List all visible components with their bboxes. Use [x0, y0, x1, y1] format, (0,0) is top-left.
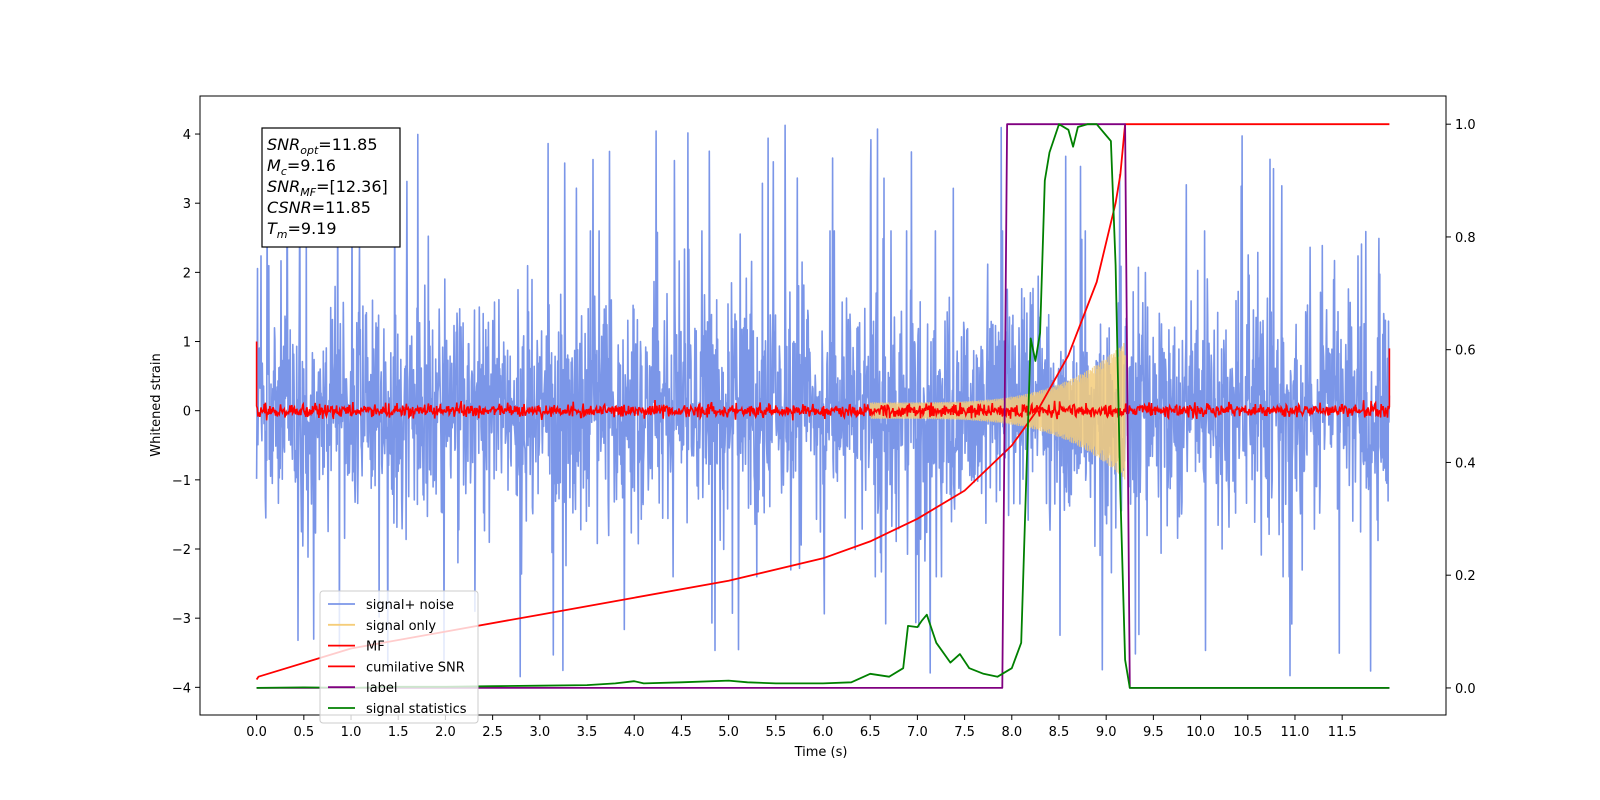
y-tick-label: 1	[183, 336, 191, 351]
x-tick-label: 10.0	[1186, 725, 1215, 740]
x-tick-label: 0.5	[293, 725, 314, 740]
series-signal-noise	[255, 124, 1391, 678]
x-tick-label: 8.0	[1001, 725, 1022, 740]
x-tick-label: 3.0	[529, 725, 550, 740]
y2-tick-label: 0.4	[1455, 456, 1476, 471]
x-tick-label: 3.5	[577, 725, 598, 740]
x-tick-label: 11.0	[1280, 725, 1309, 740]
y2-tick-label: 0.0	[1455, 682, 1476, 697]
legend-label: cumilative SNR	[366, 660, 465, 675]
x-axis-label: Time (s)	[794, 745, 848, 760]
y-tick-label: −4	[172, 681, 191, 696]
y-tick-label: −2	[172, 543, 191, 558]
series-signal-statistics	[256, 123, 1390, 689]
legend-label: label	[366, 681, 397, 696]
x-tick-label: 0.0	[246, 725, 267, 740]
y2-tick-label: 0.6	[1455, 344, 1476, 359]
x-tick-label: 1.0	[341, 725, 362, 740]
y2-tick-label: 0.2	[1455, 569, 1476, 584]
series-mf	[255, 341, 1391, 421]
annotation-box: SNRopt=11.85Mc=9.16SNRMF=[12.36]CSNR=11.…	[261, 127, 401, 248]
legend-label: signal statistics	[366, 702, 467, 717]
x-tick-label: 4.5	[671, 725, 692, 740]
x-tick-label: 6.5	[860, 725, 881, 740]
y-tick-label: 2	[183, 266, 191, 281]
x-tick-label: 6.0	[813, 725, 834, 740]
legend-label: MF	[366, 640, 385, 655]
y2-tick-label: 0.8	[1455, 231, 1476, 246]
y-tick-label: −3	[172, 612, 191, 627]
legend-label: signal only	[366, 619, 436, 634]
annotation-frame	[261, 127, 401, 248]
x-tick-label: 4.0	[624, 725, 645, 740]
x-tick-label: 2.0	[435, 725, 456, 740]
x-tick-label: 1.5	[388, 725, 409, 740]
y-tick-label: 3	[183, 197, 191, 212]
legend-frame	[319, 590, 479, 724]
x-tick-label: 5.0	[718, 725, 739, 740]
y-tick-label: 4	[183, 128, 191, 143]
annotation-line: CSNR=11.85	[267, 198, 371, 217]
x-tick-label: 8.5	[1049, 725, 1070, 740]
x-tick-label: 5.5	[765, 725, 786, 740]
legend-label: signal+ noise	[366, 598, 454, 613]
annotation-line: Tm=9.19	[267, 219, 337, 241]
x-tick-label: 2.5	[482, 725, 503, 740]
y-tick-label: 0	[183, 405, 191, 420]
x-tick-label: 9.5	[1143, 725, 1164, 740]
legend: signal+ noise signal only MF cumilative SNR…	[319, 590, 479, 724]
x-tick-label: 9.0	[1096, 725, 1117, 740]
x-tick-label: 7.5	[954, 725, 975, 740]
y2-tick-label: 1.0	[1455, 118, 1476, 133]
y-tick-label: −1	[172, 474, 191, 489]
annotation-line: SNRopt=11.85	[267, 135, 378, 157]
x-tick-label: 10.5	[1233, 725, 1262, 740]
annotation-line: Mc=9.16	[267, 156, 336, 178]
x-tick-label: 7.0	[907, 725, 928, 740]
y-axis-label: Whitened strain	[149, 353, 164, 456]
x-tick-label: 11.5	[1328, 725, 1357, 740]
annotation-line: SNRMF=[12.36]	[267, 177, 388, 199]
